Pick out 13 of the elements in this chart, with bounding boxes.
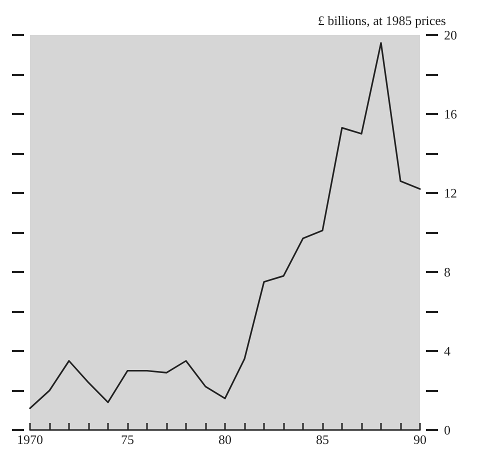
y-tick-label: 8 — [444, 264, 450, 280]
y-tick-label: 12 — [444, 186, 457, 200]
x-tick-label: 85 — [316, 432, 329, 447]
y-tick-label: 0 — [444, 422, 450, 438]
x-tick-label: 90 — [414, 432, 426, 447]
y-axis-title: £ billions, at 1985 prices — [318, 13, 446, 28]
y-tick-label: 20 — [444, 28, 457, 42]
x-tick-label: 1970 — [17, 432, 43, 447]
y-tick-label: 4 — [444, 344, 451, 358]
x-tick-label: 80 — [218, 432, 232, 447]
x-tick-label: 75 — [121, 432, 134, 447]
y-tick-label: 16 — [444, 106, 458, 122]
line-series — [29, 42, 421, 410]
